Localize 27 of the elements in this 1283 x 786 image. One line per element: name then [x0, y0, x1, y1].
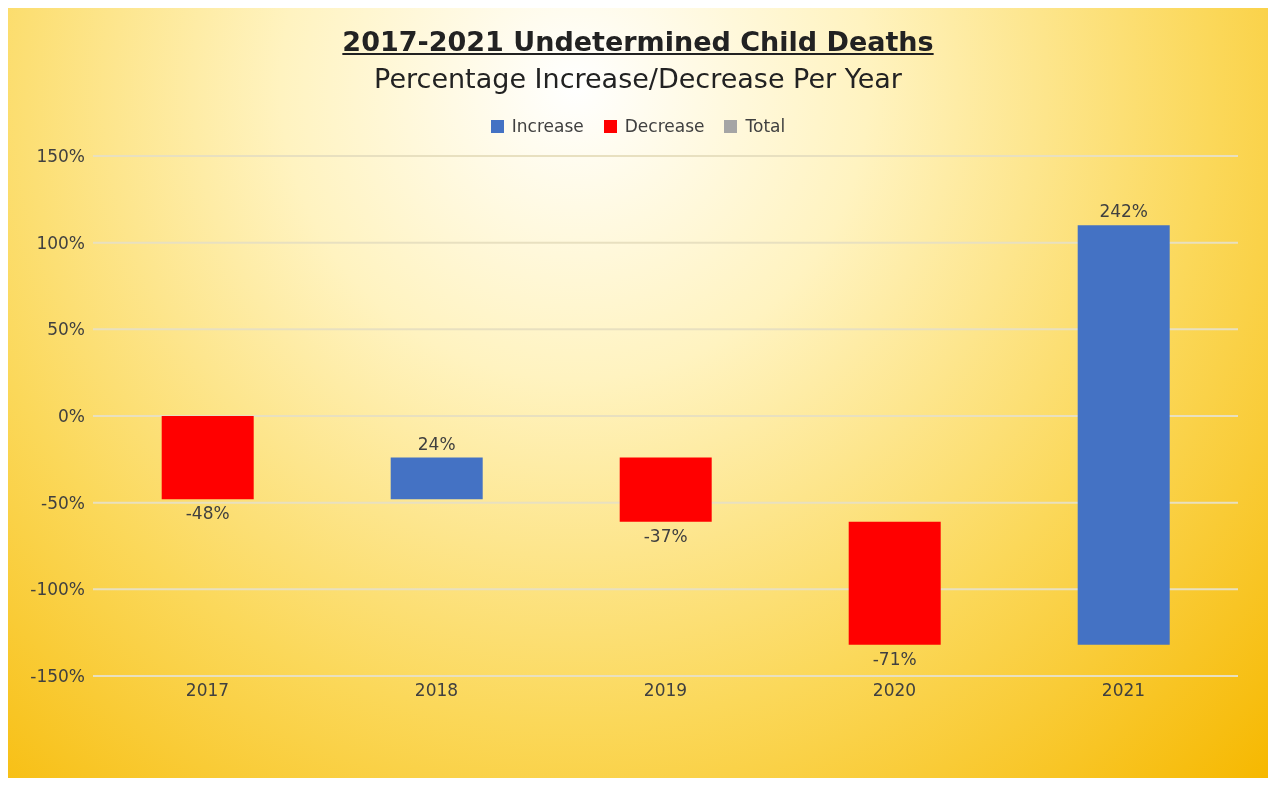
y-tick-label: 50%	[47, 319, 85, 340]
y-tick-label: -150%	[30, 666, 85, 687]
legend-label: Increase	[510, 116, 584, 136]
x-tick-label: 2020	[872, 680, 917, 701]
y-tick-label: -50%	[41, 492, 85, 513]
y-tick-label: 150%	[36, 146, 85, 167]
bar	[161, 416, 254, 500]
legend-label: Total	[744, 116, 786, 136]
text: -71%	[872, 648, 917, 669]
bar	[390, 457, 483, 500]
bar	[619, 457, 712, 522]
legend-label: Decrease	[623, 116, 705, 136]
text: -37%	[643, 525, 688, 546]
x-tick-label: 2018	[414, 680, 459, 701]
chart-subtitle: Percentage Increase/Decrease Per Year	[373, 63, 903, 94]
chart-title: 2017-2021 Undetermined Child Deaths	[341, 26, 935, 57]
bar	[1077, 225, 1170, 645]
text: -48%	[185, 503, 230, 524]
y-tick-label: 0%	[58, 406, 85, 427]
text: 24%	[417, 433, 456, 454]
y-tick-label: 100%	[36, 232, 85, 253]
text: 242%	[1099, 201, 1148, 222]
x-tick-label: 2021	[1101, 680, 1146, 701]
x-tick-label: 2017	[185, 680, 230, 701]
bar	[848, 521, 941, 645]
x-tick-label: 2019	[643, 680, 688, 701]
y-tick-label: -100%	[30, 579, 85, 600]
